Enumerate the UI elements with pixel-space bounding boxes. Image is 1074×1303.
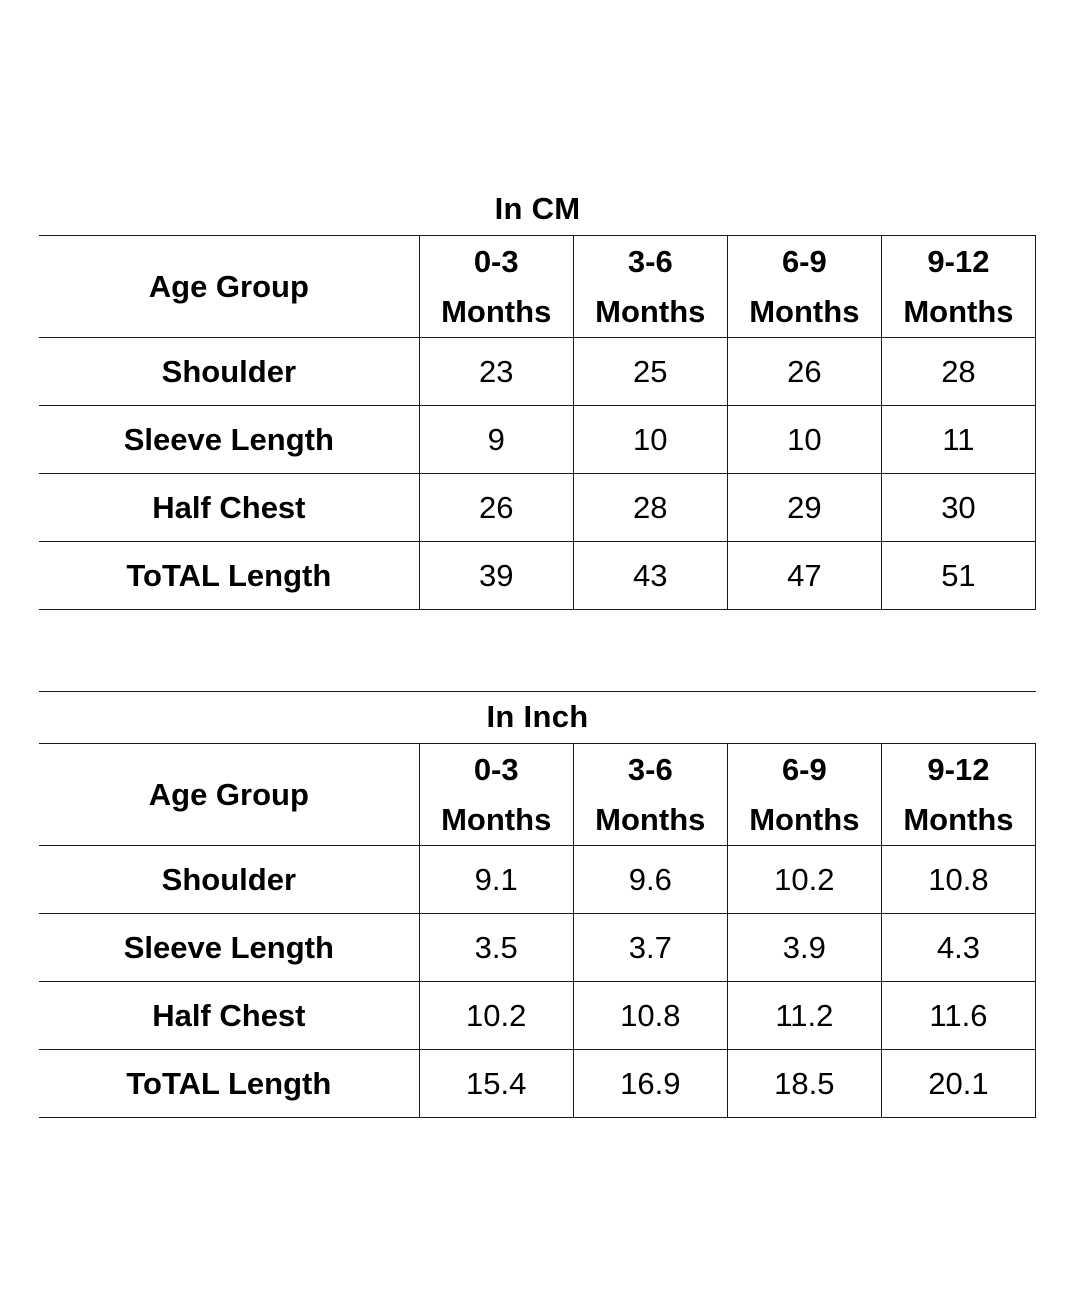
column-header: 9-12 Months: [880, 235, 1037, 338]
row-label: Shoulder: [39, 337, 420, 406]
table-cell: 10: [572, 405, 728, 474]
row-label: ToTAL Length: [39, 1049, 420, 1118]
table-cell: 16.9: [572, 1049, 728, 1118]
table-title: In CM: [494, 191, 581, 226]
table-cell: 39: [418, 541, 574, 610]
table-cell: 28: [572, 473, 728, 542]
row-label: Sleeve Length: [39, 405, 420, 474]
table-row: Half Chest 26 28 29 30: [39, 473, 1037, 542]
table-cell: 23: [418, 337, 574, 406]
table-cell: 3.5: [418, 913, 574, 982]
table-cell: 47: [726, 541, 882, 610]
table-cell: 30: [880, 473, 1037, 542]
table-title: In Inch: [486, 699, 589, 734]
table-cell: 26: [726, 337, 882, 406]
table-cell: 43: [572, 541, 728, 610]
column-header: 0-3 Months: [418, 235, 574, 338]
column-header: 6-9 Months: [726, 235, 882, 338]
row-label: Shoulder: [39, 845, 420, 914]
table-cell: 18.5: [726, 1049, 882, 1118]
row-label: Half Chest: [39, 473, 420, 542]
table-cell: 11.6: [880, 981, 1037, 1050]
table-row: ToTAL Length 39 43 47 51: [39, 541, 1037, 610]
table-cell: 10.2: [418, 981, 574, 1050]
header-row: Age Group 0-3 Months 3-6 Months 6-9 Months …: [39, 235, 1037, 338]
row-label: ToTAL Length: [39, 541, 420, 610]
column-header: 3-6 Months: [572, 743, 728, 846]
table-row: Half Chest 10.2 10.8 11.2 11.6: [39, 981, 1037, 1050]
table-cell: 15.4: [418, 1049, 574, 1118]
table-row: Sleeve Length 9 10 10 11: [39, 405, 1037, 474]
table-row: ToTAL Length 15.4 16.9 18.5 20.1: [39, 1049, 1037, 1118]
table-row: Shoulder 23 25 26 28: [39, 337, 1037, 406]
column-header: 6-9 Months: [726, 743, 882, 846]
table-row: Sleeve Length 3.5 3.7 3.9 4.3: [39, 913, 1037, 982]
table-cell: 9.6: [572, 845, 728, 914]
table-cell: 25: [572, 337, 728, 406]
table-cell: 9.1: [418, 845, 574, 914]
column-header: 0-3 Months: [418, 743, 574, 846]
size-chart-cm: In CM Age Group 0-3 Months 3-6 Months 6-9 M…: [39, 191, 1037, 610]
column-header: 9-12 Months: [880, 743, 1037, 846]
size-chart-inch: In Inch Age Group 0-3 Months 3-6 Months 6-…: [39, 699, 1037, 1118]
table-cell: 3.9: [726, 913, 882, 982]
table-cell: 20.1: [880, 1049, 1037, 1118]
age-group-header: Age Group: [39, 743, 420, 846]
table-cell: 10.8: [572, 981, 728, 1050]
table-cell: 9: [418, 405, 574, 474]
table-row: Shoulder 9.1 9.6 10.2 10.8: [39, 845, 1037, 914]
size-table: Age Group 0-3 Months 3-6 Months 6-9 Months …: [39, 743, 1037, 1118]
header-row: Age Group 0-3 Months 3-6 Months 6-9 Months …: [39, 743, 1037, 846]
table-cell: 4.3: [880, 913, 1037, 982]
table-cell: 26: [418, 473, 574, 542]
table-cell: 28: [880, 337, 1037, 406]
divider: [39, 691, 1036, 692]
age-group-header: Age Group: [39, 235, 420, 338]
row-label: Sleeve Length: [39, 913, 420, 982]
table-cell: 51: [880, 541, 1037, 610]
column-header: 3-6 Months: [572, 235, 728, 338]
table-cell: 10.8: [880, 845, 1037, 914]
table-cell: 11.2: [726, 981, 882, 1050]
table-cell: 29: [726, 473, 882, 542]
table-cell: 11: [880, 405, 1037, 474]
size-table: Age Group 0-3 Months 3-6 Months 6-9 Months …: [39, 235, 1037, 610]
table-cell: 3.7: [572, 913, 728, 982]
table-cell: 10.2: [726, 845, 882, 914]
row-label: Half Chest: [39, 981, 420, 1050]
table-cell: 10: [726, 405, 882, 474]
